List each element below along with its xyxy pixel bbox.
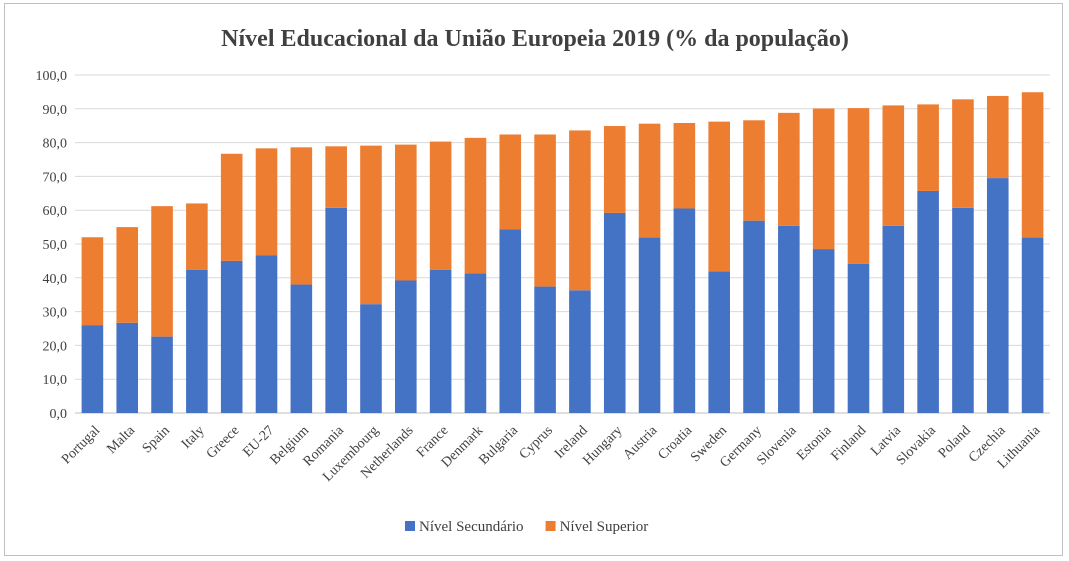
- bar-superior-croatia: [673, 122, 696, 209]
- y-tick-label: 60,0: [43, 204, 68, 219]
- bar-superior-poland: [952, 99, 974, 208]
- bar-secundario-romania: [325, 207, 347, 413]
- chart-svg: Nível Educacional da União Europeia 2019…: [36, 26, 1050, 535]
- bar-superior-slovenia: [778, 112, 800, 226]
- legend-label-superior: Nível Superior: [560, 519, 649, 535]
- bar-superior-sweden: [708, 121, 730, 272]
- bar-secundario-finland: [847, 263, 870, 413]
- x-tick-label: Hungary: [580, 423, 625, 468]
- bar-superior-slovakia: [917, 104, 939, 191]
- bar-superior-hungary: [603, 126, 626, 213]
- bar-superior-czechia: [986, 95, 1009, 179]
- bar-superior-lithuania: [1021, 92, 1044, 238]
- bar-superior-eu-27: [255, 148, 278, 256]
- bar-superior-finland: [847, 108, 870, 264]
- bar-secundario-hungary: [603, 212, 626, 413]
- bar-superior-germany: [743, 120, 765, 221]
- y-tick-label: 0,0: [50, 407, 68, 422]
- x-tick-label: Slovenia: [754, 423, 800, 469]
- bar-secundario-eu-27: [255, 255, 278, 413]
- bar-superior-greece: [220, 153, 243, 261]
- x-axis: Portugal Malta Spain ItalyGreeceEU-27Belgiu…: [59, 423, 1044, 485]
- bar-secundario-bulgaria: [499, 229, 522, 413]
- x-tick-label: Estonia: [794, 423, 835, 464]
- x-tick-label: Greece: [204, 423, 243, 462]
- y-tick-label: 70,0: [43, 170, 68, 185]
- y-tick-label: 30,0: [43, 306, 68, 321]
- bar-secundario-croatia: [673, 208, 696, 413]
- bars: [81, 92, 1044, 413]
- x-tick-label: Finland: [828, 423, 869, 464]
- bar-superior-malta: [116, 227, 139, 323]
- bar-superior-romania: [325, 146, 347, 208]
- bar-superior-bulgaria: [499, 134, 522, 230]
- bar-superior-luxembourg: [360, 145, 382, 305]
- x-tick-label: Portugal: [59, 423, 103, 467]
- legend-label-secundario: Nível Secundário: [419, 519, 524, 535]
- bar-secundario-portugal: [81, 325, 104, 413]
- x-tick-label: Bulgaria: [476, 423, 521, 468]
- x-tick-label: Austria: [621, 423, 661, 463]
- bar-superior-spain: [151, 206, 173, 337]
- bar-superior-ireland: [569, 130, 591, 291]
- bar-secundario-spain: [151, 336, 173, 413]
- legend: Nível Secundário Nível Superior: [405, 519, 648, 535]
- bar-secundario-sweden: [708, 271, 730, 413]
- x-tick-label: Slovakia: [894, 423, 940, 469]
- bar-superior-netherlands: [395, 144, 417, 281]
- y-tick-label: 40,0: [43, 272, 68, 287]
- bar-superior-cyprus: [534, 134, 556, 287]
- bar-secundario-austria: [638, 237, 661, 413]
- bar-secundario-cyprus: [534, 286, 556, 413]
- y-tick-label: 20,0: [43, 339, 68, 354]
- bar-secundario-greece: [220, 260, 243, 413]
- y-tick-label: 80,0: [43, 137, 68, 152]
- bar-secundario-slovenia: [778, 225, 800, 413]
- chart-title: Nível Educacional da União Europeia 2019…: [221, 26, 849, 52]
- bar-secundario-france: [429, 269, 452, 413]
- x-tick-label: Spain: [140, 423, 173, 456]
- bar-secundario-ireland: [569, 290, 591, 413]
- y-tick-label: 50,0: [43, 238, 68, 253]
- y-tick-label: 100,0: [36, 69, 68, 84]
- bar-secundario-latvia: [882, 225, 905, 413]
- bar-superior-france: [429, 141, 452, 270]
- bar-secundario-denmark: [464, 273, 487, 413]
- x-tick-label: Italy: [179, 423, 208, 452]
- bar-secundario-slovakia: [917, 190, 939, 413]
- bar-secundario-poland: [952, 207, 974, 413]
- bar-secundario-malta: [116, 322, 139, 413]
- bar-secundario-estonia: [812, 249, 835, 413]
- bar-secundario-czechia: [986, 178, 1009, 413]
- bar-superior-belgium: [290, 147, 313, 285]
- y-tick-label: 90,0: [43, 103, 68, 118]
- y-tick-label: 10,0: [43, 373, 68, 388]
- chart-frame: Nível Educacional da União Europeia 2019…: [4, 3, 1063, 556]
- legend-swatch-secundario: [405, 521, 415, 531]
- y-axis: 0,0 10,0 20,0 30,0 40,0 50,0 60,0 70,0 80,0 90,0 1…: [36, 69, 68, 422]
- bar-secundario-luxembourg: [360, 304, 382, 413]
- x-tick-label: Cyprus: [517, 423, 556, 462]
- legend-swatch-superior: [545, 521, 556, 531]
- bar-superior-italy: [186, 203, 208, 270]
- bar-superior-denmark: [464, 137, 487, 274]
- bar-secundario-lithuania: [1021, 237, 1044, 413]
- x-tick-label: Malta: [104, 423, 138, 457]
- bar-secundario-italy: [186, 269, 208, 413]
- bar-superior-portugal: [81, 237, 104, 326]
- bar-superior-latvia: [882, 105, 905, 226]
- bar-superior-austria: [638, 123, 661, 238]
- bar-superior-estonia: [812, 108, 835, 250]
- bar-secundario-belgium: [290, 284, 313, 413]
- bar-secundario-netherlands: [395, 280, 417, 413]
- bar-secundario-germany: [743, 220, 765, 413]
